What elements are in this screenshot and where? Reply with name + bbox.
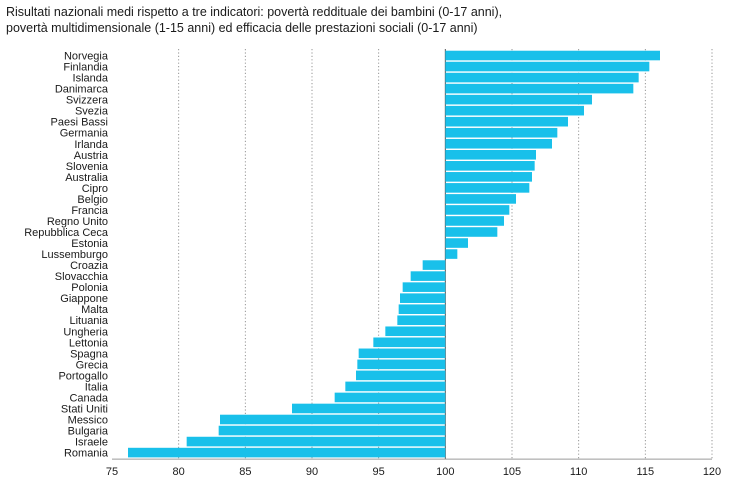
category-label: Estonia bbox=[71, 238, 109, 250]
bar-bulgaria bbox=[218, 425, 446, 436]
category-label: Lettonia bbox=[69, 337, 109, 349]
category-label: Spagna bbox=[70, 348, 109, 360]
bar-romania bbox=[128, 447, 446, 458]
bar-germania bbox=[445, 127, 558, 138]
bar-lettonia bbox=[373, 337, 446, 348]
bar-cipro bbox=[445, 183, 530, 193]
chart-title-line-1: Risultati nazionali medi rispetto a tre … bbox=[6, 5, 503, 19]
bar-finlandia bbox=[445, 61, 650, 72]
category-label: Slovenia bbox=[66, 161, 109, 173]
x-tick-label: 105 bbox=[503, 466, 521, 478]
bar-spagna bbox=[358, 348, 446, 359]
category-label: Portogallo bbox=[58, 370, 108, 382]
bar-polonia bbox=[402, 282, 446, 292]
bar-israele bbox=[186, 436, 446, 447]
category-label: Svezia bbox=[75, 106, 109, 118]
chart-title: Risultati nazionali medi rispetto a tre … bbox=[6, 4, 736, 36]
x-tick-label: 100 bbox=[436, 466, 454, 478]
bar-canada bbox=[334, 392, 446, 403]
category-label: Danimarca bbox=[55, 84, 109, 96]
category-label: Germania bbox=[60, 128, 109, 140]
bar-irlanda bbox=[445, 138, 552, 149]
category-label: Malta bbox=[81, 304, 109, 316]
bars bbox=[128, 50, 660, 458]
category-label: Ungheria bbox=[63, 326, 109, 338]
category-label: Slovacchia bbox=[55, 271, 109, 283]
category-label: Australia bbox=[65, 172, 109, 184]
category-label: Lussemburgo bbox=[41, 249, 108, 261]
category-label: Paesi Bassi bbox=[51, 117, 108, 129]
bar-svizzera bbox=[445, 94, 592, 105]
bar-grecia bbox=[357, 359, 446, 370]
x-tick-label: 110 bbox=[570, 466, 588, 478]
category-label: Giappone bbox=[60, 293, 108, 305]
category-label: Islanda bbox=[73, 73, 109, 85]
bar-danimarca bbox=[445, 83, 634, 94]
x-tick-label: 115 bbox=[637, 466, 655, 478]
x-axis-ticks: 75 80 85 90 95 100 105 110 115 120 bbox=[106, 466, 721, 478]
category-label: Cipro bbox=[82, 183, 108, 195]
x-tick-label: 90 bbox=[306, 466, 318, 478]
bar-islanda bbox=[445, 72, 639, 83]
x-tick-label: 95 bbox=[373, 466, 385, 478]
category-label: Croazia bbox=[70, 260, 109, 272]
category-label: Irlanda bbox=[74, 139, 109, 151]
category-label: Grecia bbox=[76, 359, 109, 371]
bar-paesi-bassi bbox=[445, 116, 568, 127]
category-label: Israele bbox=[75, 437, 108, 449]
bar-regno-unito bbox=[445, 216, 504, 226]
bar-lituania bbox=[397, 315, 446, 326]
category-label: Romania bbox=[64, 448, 109, 460]
category-label: Regno Unito bbox=[47, 216, 108, 228]
category-label: Francia bbox=[71, 205, 109, 217]
bar-messico bbox=[220, 414, 446, 425]
bar-stati-uniti bbox=[292, 403, 446, 414]
bar-malta bbox=[398, 304, 446, 315]
x-tick-label: 80 bbox=[173, 466, 185, 478]
bar-slovacchia bbox=[410, 271, 446, 281]
bar-austria bbox=[445, 149, 536, 160]
category-labels: NorvegiaFinlandiaIslandaDanimarcaSvizzer… bbox=[24, 51, 109, 460]
category-label: Italia bbox=[85, 381, 109, 393]
chart-title-line-2: povertà multidimensionale (1-15 anni) ed… bbox=[6, 21, 478, 35]
category-label: Messico bbox=[68, 415, 108, 427]
bar-ungheria bbox=[385, 326, 446, 337]
x-tick-label: 120 bbox=[703, 466, 721, 478]
category-label: Repubblica Ceca bbox=[24, 227, 109, 239]
bar-repubblica-ceca bbox=[445, 227, 498, 237]
category-label: Belgio bbox=[77, 194, 108, 206]
x-tick-label: 75 bbox=[106, 466, 118, 478]
bar-francia bbox=[445, 205, 510, 215]
category-label: Norvegia bbox=[64, 51, 109, 63]
category-label: Canada bbox=[69, 392, 108, 404]
category-label: Austria bbox=[74, 150, 109, 162]
category-label: Finlandia bbox=[63, 62, 109, 74]
bar-italia bbox=[345, 381, 446, 392]
bar-slovenia bbox=[445, 161, 535, 171]
x-tick-label: 85 bbox=[239, 466, 251, 478]
bar-portogallo bbox=[356, 370, 446, 381]
bar-estonia bbox=[445, 238, 468, 248]
category-label: Bulgaria bbox=[68, 426, 109, 438]
bar-australia bbox=[445, 172, 532, 182]
bar-norvegia bbox=[445, 50, 660, 61]
bar-lussemburgo bbox=[445, 249, 458, 259]
category-label: Lituania bbox=[69, 315, 108, 327]
category-label: Stati Uniti bbox=[61, 403, 108, 415]
bar-svezia bbox=[445, 105, 584, 116]
category-label: Polonia bbox=[71, 282, 109, 294]
bar-croazia bbox=[422, 260, 446, 270]
category-label: Svizzera bbox=[66, 95, 109, 107]
bar-belgio bbox=[445, 194, 516, 204]
bar-giappone bbox=[400, 293, 446, 303]
